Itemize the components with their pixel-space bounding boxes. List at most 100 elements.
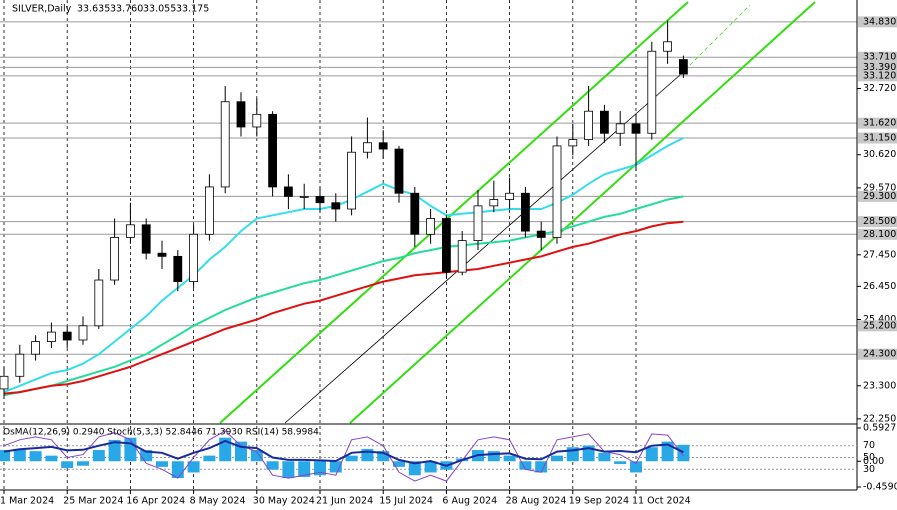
- osma-bar: [519, 461, 532, 470]
- osma-bar: [250, 450, 263, 462]
- osma-bar: [424, 461, 437, 473]
- level-label: 24.300: [863, 349, 896, 360]
- header-high: 33.760: [110, 4, 143, 15]
- candle-body: [15, 353, 25, 377]
- candle-body: [536, 230, 546, 238]
- candle-body: [489, 199, 499, 207]
- level-label: 34.830: [863, 16, 896, 27]
- osc-level-label: 50: [863, 452, 875, 463]
- candle-body: [189, 233, 199, 283]
- candle-body: [299, 196, 309, 198]
- y-tick-label: 22.250: [863, 413, 896, 424]
- osma-bar: [377, 451, 390, 462]
- trend-extension: [679, 4, 751, 76]
- grid: [3, 0, 637, 490]
- osma-bar: [124, 437, 137, 462]
- osma-bar: [266, 461, 279, 470]
- x-tick-label: 28 Aug 2024: [506, 496, 567, 507]
- candle-body: [268, 113, 278, 188]
- level-label-box: [858, 348, 897, 360]
- candle-body: [362, 142, 372, 153]
- level-label: 28.500: [863, 216, 896, 227]
- x-tick-label: 1 Mar 2024: [0, 496, 54, 507]
- level-label-box: [858, 61, 897, 73]
- candle-body: [236, 101, 246, 128]
- candle-body: [31, 341, 41, 355]
- level-label: 33.120: [863, 70, 896, 81]
- osma-bar: [329, 461, 342, 473]
- x-tick-label: 25 Mar 2024: [63, 496, 123, 507]
- candle-body: [631, 123, 641, 134]
- level-label-box: [858, 190, 897, 202]
- level-label-box: [858, 117, 897, 129]
- osma-bar: [408, 461, 421, 476]
- osma-bar: [314, 461, 326, 476]
- candle-body: [473, 205, 483, 241]
- channel-line: [349, 1, 816, 424]
- level-label: 25.200: [863, 320, 896, 331]
- candle-body: [663, 41, 672, 52]
- x-tick-label: 30 May 2024: [253, 496, 315, 507]
- levels: [0, 21, 857, 355]
- y-tick-label: 30.620: [863, 149, 896, 160]
- candle-body: [347, 151, 357, 210]
- oscillator-panel: [0, 430, 857, 482]
- osma-bar: [29, 451, 42, 462]
- channel-line: [219, 1, 689, 424]
- osma-bar: [487, 451, 500, 462]
- rsi-line: [3, 439, 684, 467]
- level-label: 31.620: [863, 118, 896, 129]
- osma-bar: [677, 444, 690, 462]
- candle-body: [141, 224, 151, 254]
- trend-line: [284, 74, 681, 424]
- axis-labels: 32.720 30.620 29.570 27.450 26.450 25.400 23.3…: [0, 16, 897, 507]
- osma-bar: [187, 461, 200, 473]
- candle-body: [94, 279, 104, 327]
- level-label: 28.100: [863, 229, 896, 240]
- candle-body: [568, 139, 578, 147]
- candle-body: [220, 101, 230, 188]
- level-label-box: [858, 228, 897, 240]
- moving-average: [3, 220, 684, 395]
- y-tick-label: 26.450: [863, 281, 896, 292]
- level-label: 29.300: [863, 191, 896, 202]
- osma-bar: [298, 461, 311, 477]
- y-tick-label: 29.570: [863, 182, 896, 193]
- candle-body: [110, 237, 119, 281]
- osma-bar: [393, 461, 405, 467]
- osma-bar: [219, 437, 232, 462]
- x-tick-label: 11 Oct 2024: [632, 496, 691, 507]
- candle-body: [505, 192, 515, 200]
- candle-body: [62, 331, 72, 341]
- level-label: 31.150: [863, 133, 896, 144]
- candle-body: [173, 255, 183, 283]
- candle-body: [615, 123, 625, 134]
- header-close: 33.175: [176, 4, 209, 15]
- level-label-box: [858, 70, 897, 82]
- candle-body: [552, 145, 562, 238]
- level-label-box: [858, 51, 897, 63]
- osc-level-label: 30: [863, 464, 875, 475]
- level-label-box: [858, 132, 897, 144]
- candle-body: [426, 218, 436, 235]
- y-tick-label: 25.400: [863, 314, 896, 325]
- x-tick-label: 8 May 2024: [190, 496, 246, 507]
- candle-body: [394, 148, 404, 194]
- y-tick-label: 32.720: [863, 83, 896, 94]
- osma-bar: [345, 455, 358, 462]
- osma-bar: [614, 461, 627, 465]
- osma-bar: [535, 461, 548, 473]
- candle-body: [315, 196, 325, 204]
- candle-body: [600, 110, 609, 134]
- y-tick-label: 23.300: [863, 380, 896, 391]
- candle-body: [157, 252, 167, 257]
- osma-bar: [108, 439, 121, 462]
- candle-body: [204, 186, 214, 235]
- x-tick-label: 21 Jun 2024: [316, 496, 373, 507]
- chart-title: SILVER,Daily: [12, 4, 72, 15]
- osma-bar: [61, 461, 74, 468]
- level-label-box: [858, 216, 897, 228]
- level-label-box: [858, 16, 897, 28]
